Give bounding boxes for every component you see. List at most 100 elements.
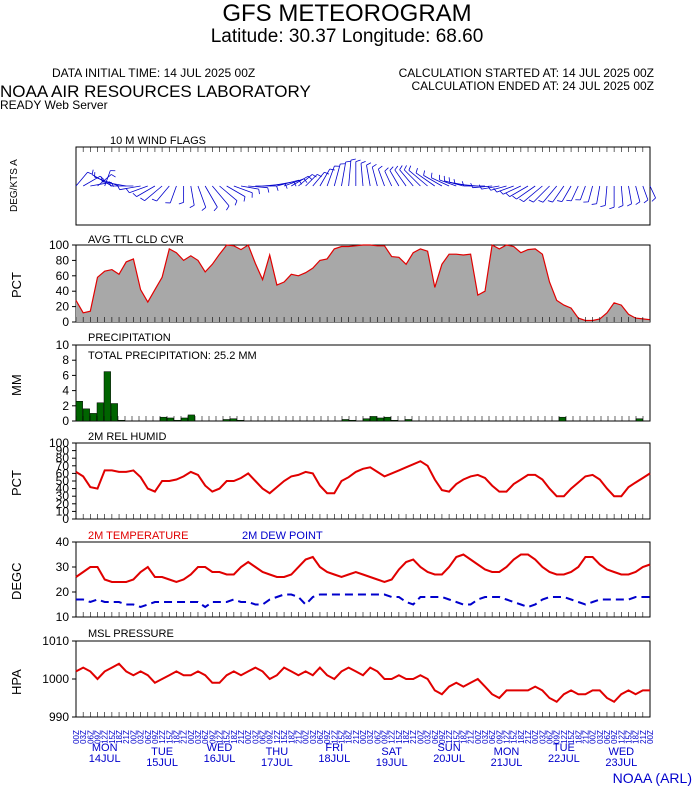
day-date: 21JUL: [490, 757, 523, 769]
wind-barb-feather: [91, 169, 94, 175]
wind-barb-feather: [384, 167, 389, 172]
day-date: 19JUL: [375, 757, 408, 769]
hour-label: 15Z: [510, 730, 519, 744]
day-date: 18JUL: [318, 753, 351, 765]
wind-barb-feather: [234, 200, 238, 206]
hour-label: 00Z: [302, 730, 311, 744]
wind-barb: [552, 185, 565, 203]
wind-barb-feather: [461, 181, 465, 187]
temp-ytick-label: 30: [56, 560, 70, 574]
precip-bar: [103, 371, 111, 422]
wind-barb: [156, 185, 170, 202]
wind-barb-feather: [125, 188, 130, 193]
hour-label: 00Z: [187, 730, 196, 744]
wind-barb: [371, 166, 378, 187]
rh-ytick-label: 40: [56, 482, 70, 496]
hour-label: 21Z: [639, 730, 648, 744]
wind-barb-feather: [505, 192, 510, 197]
precip-panel-title: PRECIPITATION: [88, 332, 171, 344]
wind-barb-feather: [547, 200, 553, 203]
precip-bar: [187, 414, 195, 422]
wind-barb: [233, 185, 253, 194]
hour-label: 09Z: [94, 730, 103, 744]
temp-ytick-label: 40: [56, 535, 70, 549]
wind-barb: [341, 161, 347, 187]
wind-barb-feather: [538, 199, 544, 203]
hour-label: 15Z: [395, 730, 404, 744]
hour-label: 18Z: [287, 730, 296, 744]
wind-barb: [312, 171, 325, 187]
wind-barb-feather: [403, 165, 407, 171]
hour-label: 09Z: [266, 730, 275, 744]
location-subtitle: Latitude: 30.37 Longitude: 68.60: [210, 26, 484, 47]
hour-label: 21Z: [352, 730, 361, 744]
pressure-ytick-label: 1000: [42, 672, 69, 686]
hour-label: 21Z: [180, 730, 189, 744]
cloud-ytick-label: 60: [56, 269, 70, 283]
calc-ended: CALCULATION ENDED AT: 24 JUL 2025 00Z: [411, 79, 654, 93]
hour-label: 03Z: [309, 730, 318, 744]
wind-barb-feather: [470, 182, 473, 188]
day-date: 22JUL: [547, 753, 580, 765]
cloud-ytick-label: 100: [49, 238, 69, 252]
wind-barb: [415, 172, 435, 187]
hour-label: 06Z: [316, 730, 325, 744]
day-of-week: MON: [91, 742, 118, 754]
server-name: READY Web Server: [0, 98, 108, 112]
wind-barb-feather: [151, 198, 157, 202]
wind-barb: [431, 177, 450, 187]
wind-barb: [129, 185, 148, 194]
day-label: MON 14JUL: [75, 743, 135, 765]
wind-barb: [212, 185, 230, 207]
wind-barb-feather: [423, 170, 425, 176]
hour-label: 06Z: [603, 730, 612, 744]
hour-label: 06Z: [431, 730, 440, 744]
precip-bar: [110, 403, 118, 422]
hour-label: 03Z: [424, 730, 433, 744]
hour-label: 15Z: [165, 730, 174, 744]
dewpoint-legend: 2M DEW POINT: [242, 530, 323, 542]
wind-barb-feather: [399, 165, 403, 170]
day-label: TUE 15JUL: [132, 747, 192, 769]
day-date: 20JUL: [433, 753, 465, 765]
hour-label: 12Z: [445, 730, 454, 744]
wind-barb-feather: [303, 178, 308, 183]
wind-barb-feather: [350, 158, 356, 161]
cloud-area: [76, 245, 650, 322]
wind-barb: [620, 185, 624, 206]
wind-barb: [542, 185, 558, 203]
precip-ytick-label: 8: [62, 353, 69, 367]
wind-barb: [102, 181, 127, 187]
rh-ytick-label: 70: [56, 459, 70, 473]
wind-barb: [472, 185, 493, 189]
rh-line: [75, 460, 651, 498]
hour-label: 03Z: [596, 730, 605, 744]
hour-label: 12Z: [101, 730, 110, 744]
wind-barb-feather: [448, 177, 451, 183]
precip-bar: [180, 417, 188, 422]
wind-barb: [635, 185, 641, 202]
hour-label: 00Z: [244, 730, 253, 744]
wind-barb: [219, 185, 238, 201]
wind-barb-feather: [499, 190, 504, 195]
hour-label: 06Z: [546, 730, 555, 744]
wind-barb-feather: [453, 179, 456, 185]
hour-label: 03Z: [194, 730, 203, 744]
wind-barb-feather: [329, 168, 335, 171]
wind-barb: [408, 170, 428, 187]
wind-barb: [240, 185, 259, 190]
precip-bar: [383, 416, 391, 422]
temp-ytick-label: 10: [56, 610, 70, 624]
hour-label: 15Z: [280, 730, 289, 744]
day-label: SAT 19JUL: [362, 747, 422, 769]
hour-label: 09Z: [381, 730, 390, 744]
hour-label: 03Z: [79, 730, 88, 744]
hour-label: 18Z: [172, 730, 181, 744]
wind-barb: [496, 185, 514, 193]
precip-bar: [89, 413, 97, 422]
day-of-week: TUE: [151, 746, 174, 758]
precip-bar: [173, 419, 181, 422]
precip-bar: [558, 416, 566, 422]
wind-barb-feather: [378, 165, 383, 170]
